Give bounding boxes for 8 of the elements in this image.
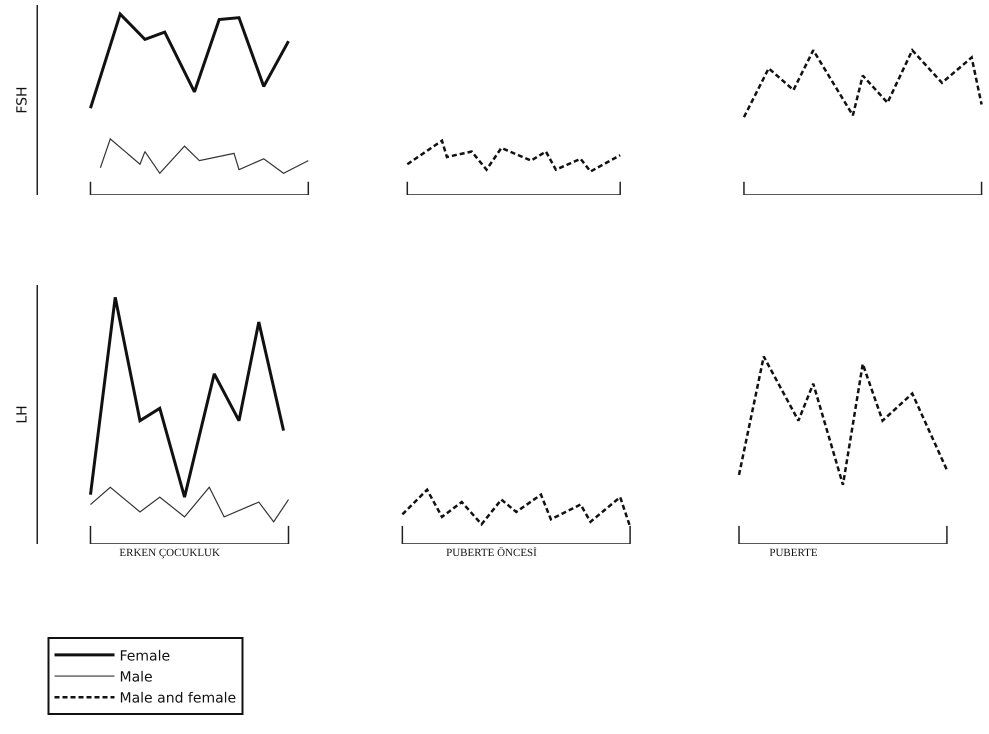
- y-axis-title: LH: [14, 405, 30, 424]
- x-tick-label: PUBERTE: [769, 547, 818, 559]
- y-axis-title: FSH: [14, 86, 30, 114]
- legend-label: Male and female: [120, 690, 236, 707]
- x-tick-label: PUBERTE ÖNCESİ: [446, 546, 538, 559]
- legend-label: Male: [120, 670, 153, 686]
- x-tick-label: ERKEN ÇOCUKLUK: [119, 547, 220, 559]
- legend-label: Female: [120, 648, 170, 664]
